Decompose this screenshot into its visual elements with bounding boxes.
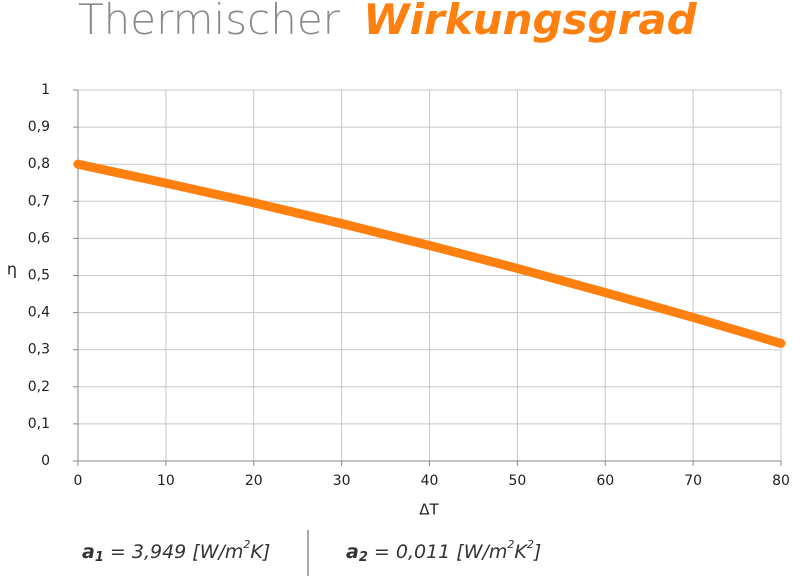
y-tick-label: 0,4 (28, 305, 50, 321)
x-tick-label: 60 (596, 473, 614, 489)
x-tick-label: 0 (74, 473, 83, 489)
text: = 3,949 [W/m (104, 541, 244, 563)
y-tick-label: 1 (41, 82, 50, 98)
text: K (514, 541, 528, 563)
superscript: 2 (507, 538, 514, 551)
title-plain: Thermischer (78, 0, 341, 44)
symbol: a (346, 541, 359, 563)
x-tick-label: 40 (421, 473, 439, 489)
superscript: 2 (527, 538, 534, 551)
x-tick-label: 50 (508, 473, 526, 489)
annotation: a1 = 3,949 [W/m2K] (82, 538, 270, 565)
y-tick-label: 0,2 (28, 379, 50, 395)
y-tick-label: 0,8 (28, 156, 50, 172)
y-tick-label: 0,3 (28, 342, 50, 358)
x-axis-label: ΔT (419, 501, 439, 519)
text: K] (250, 541, 270, 563)
text: ] (533, 541, 541, 563)
text: = 0,011 [W/m (368, 541, 508, 563)
y-axis-label: η (7, 260, 17, 279)
subscript: 2 (359, 550, 368, 565)
y-tick-label: 0,5 (28, 268, 50, 284)
x-tick-label: 30 (333, 473, 351, 489)
y-tick-label: 0,1 (28, 416, 50, 432)
y-tick-label: 0,9 (28, 119, 50, 135)
x-tick-label: 10 (157, 473, 175, 489)
title-accent: Wirkungsgrad (363, 0, 697, 44)
subscript: 1 (95, 550, 104, 565)
x-tick-label: 70 (684, 473, 702, 489)
y-tick-label: 0,7 (28, 193, 50, 209)
symbol: a (82, 541, 95, 563)
chart-title: Thermischer Wirkungsgrad (78, 0, 698, 44)
x-tick-label: 20 (245, 473, 263, 489)
data-line (73, 159, 786, 348)
y-tick-label: 0 (41, 453, 50, 469)
superscript: 2 (243, 538, 250, 551)
y-tick-label: 0,6 (28, 230, 50, 246)
x-tick-label: 80 (772, 473, 790, 489)
annotation: a2 = 0,011 [W/m2K2] (346, 538, 541, 565)
